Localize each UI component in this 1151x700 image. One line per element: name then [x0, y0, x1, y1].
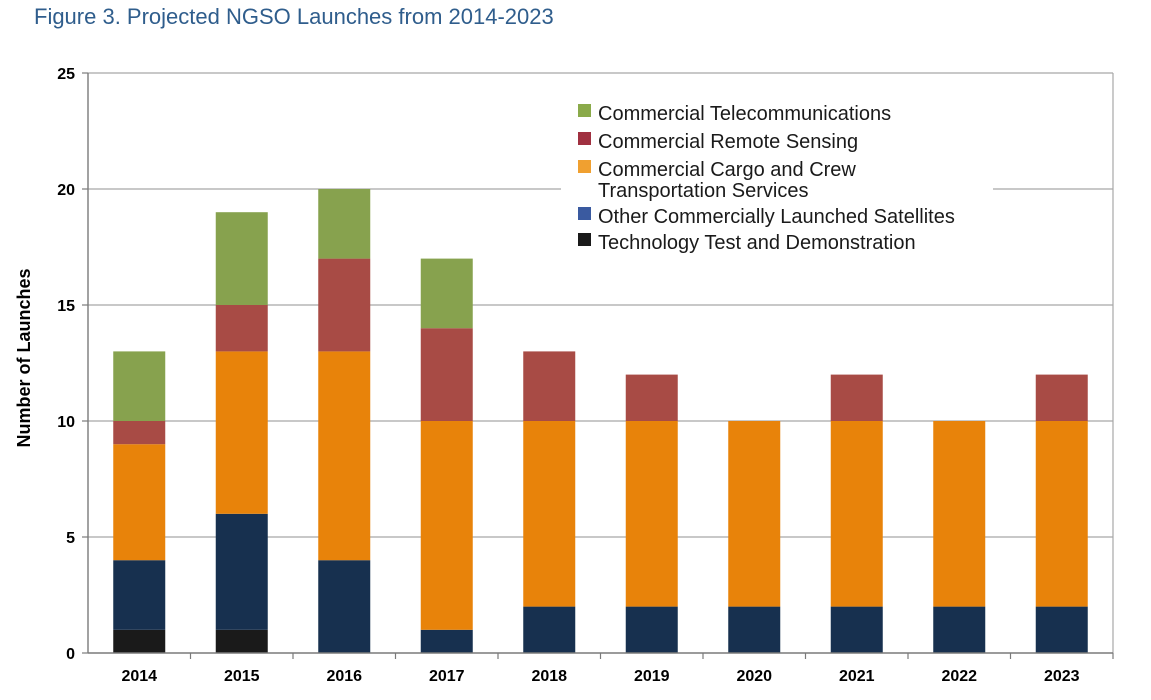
bar-segment — [215, 305, 268, 352]
x-tick-label: 2023 — [1044, 668, 1080, 685]
bar-segment — [318, 560, 371, 653]
bar-segment — [215, 513, 268, 630]
bar-segment — [830, 606, 883, 653]
x-tick-label: 2021 — [839, 668, 875, 685]
bar-segment — [625, 606, 678, 653]
bar-segment — [113, 560, 166, 630]
legend-swatch — [578, 104, 591, 117]
bar-segment — [523, 421, 576, 607]
legend-background — [561, 93, 993, 265]
bar-segment — [1035, 374, 1088, 421]
bar-segment — [625, 374, 678, 421]
bar-segment — [215, 351, 268, 514]
bar-segment — [215, 212, 268, 305]
legend-label: Transportation Services — [598, 180, 808, 202]
x-tick-label: 2018 — [531, 668, 567, 685]
bar-segment — [830, 421, 883, 607]
axes: 0 5 10 15 20 25 Number of Launches 2014 2015 2016… — [14, 66, 1114, 685]
legend-swatch — [578, 132, 591, 145]
x-tick-label: 2015 — [224, 668, 260, 685]
bar-segment — [933, 606, 986, 653]
bar-segment — [420, 328, 473, 421]
legend-swatch — [578, 160, 591, 173]
bar-segment — [113, 444, 166, 561]
bar-segment — [318, 258, 371, 352]
legend: Commercial Telecommunications Commercial … — [561, 93, 993, 265]
x-tick-label: 2022 — [941, 668, 977, 685]
bar-segment — [215, 629, 268, 653]
x-tick-label: 2019 — [634, 668, 670, 685]
bars — [113, 189, 1088, 653]
legend-label: Commercial Cargo and Crew — [598, 159, 856, 181]
bar-segment — [933, 421, 986, 607]
x-tick-label: 2014 — [121, 668, 157, 685]
legend-swatch — [578, 207, 591, 220]
y-tick-label: 15 — [57, 298, 75, 315]
y-tick-label: 10 — [57, 414, 75, 431]
x-tick-label: 2016 — [326, 668, 362, 685]
bar-segment — [318, 351, 371, 561]
bar-segment — [420, 258, 473, 329]
bar-segment — [113, 421, 166, 445]
x-tick-label: 2017 — [429, 668, 465, 685]
y-tick-label: 20 — [57, 182, 75, 199]
bar-segment — [113, 351, 166, 421]
bar-segment — [1035, 606, 1088, 653]
legend-label: Commercial Telecommunications — [598, 103, 891, 125]
y-tick-label: 5 — [66, 530, 75, 547]
bar-segment — [523, 606, 576, 653]
legend-label: Commercial Remote Sensing — [598, 131, 858, 153]
bar-segment — [523, 351, 576, 421]
legend-label: Technology Test and Demonstration — [598, 232, 916, 254]
legend-label: Other Commercially Launched Satellites — [598, 206, 955, 228]
bar-segment — [420, 629, 473, 653]
bar-segment — [1035, 421, 1088, 607]
bar-segment — [830, 374, 883, 421]
bar-segment — [728, 421, 781, 607]
y-axis-label: Number of Launches — [14, 268, 34, 447]
bar-segment — [318, 189, 371, 259]
x-tick-label: 2020 — [736, 668, 772, 685]
bar-segment — [113, 629, 166, 653]
bar-segment — [420, 421, 473, 630]
bar-segment — [728, 606, 781, 653]
y-tick-label: 25 — [57, 66, 75, 83]
legend-swatch — [578, 233, 591, 246]
bar-segment — [625, 421, 678, 607]
y-tick-label: 0 — [66, 646, 75, 663]
figure-title: Figure 3. Projected NGSO Launches from 2… — [34, 4, 554, 29]
